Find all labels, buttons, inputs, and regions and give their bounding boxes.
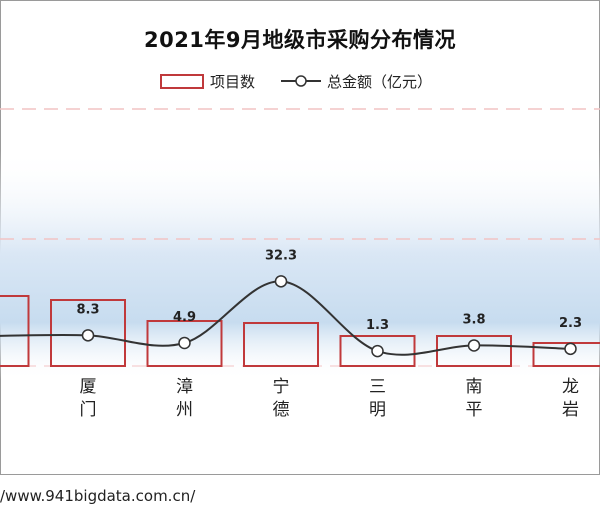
data-label: 3.8 xyxy=(462,312,485,327)
x-tick-label: 门 xyxy=(80,400,97,420)
data-label: 1.3 xyxy=(366,318,389,333)
line-point xyxy=(467,339,481,352)
bar xyxy=(339,335,416,367)
line-point xyxy=(371,344,384,358)
line-point xyxy=(178,336,191,350)
x-tick-label: 平 xyxy=(466,400,483,420)
data-label: 8.3 xyxy=(76,302,99,317)
x-tick-label: 宁 xyxy=(273,377,290,397)
legend-line-swatch xyxy=(281,75,322,87)
data-label: 2.3 xyxy=(559,316,582,331)
bar xyxy=(243,322,319,367)
bar xyxy=(0,295,30,367)
x-tick-label: 厦 xyxy=(80,377,97,397)
line-point xyxy=(81,329,95,342)
chart-title: 2021年9月地级市采购分布情况 xyxy=(143,28,457,52)
x-tick-label: 漳 xyxy=(176,377,193,397)
source-url[interactable]: /www.941bigdata.com.cn/ xyxy=(0,487,196,505)
x-tick-label: 岩 xyxy=(562,400,579,420)
line-point xyxy=(564,342,577,356)
data-label: 32.3 xyxy=(265,248,297,263)
x-tick-label: 三 xyxy=(369,377,386,397)
x-tick-label: 德 xyxy=(273,400,290,420)
data-label: 4.9 xyxy=(173,310,196,325)
legend: 项目数 总金额（亿元） xyxy=(160,71,432,91)
x-tick-label: 龙 xyxy=(562,377,579,397)
x-tick-label: 明 xyxy=(369,400,386,420)
background-band xyxy=(0,150,600,380)
x-tick-label: 州 xyxy=(176,400,193,420)
legend-bar-swatch xyxy=(160,73,204,89)
bar xyxy=(50,299,126,367)
bar xyxy=(146,320,223,367)
legend-line-label: 总金额（亿元） xyxy=(327,72,433,91)
legend-bar-label: 项目数 xyxy=(210,72,256,91)
x-tick-label: 南 xyxy=(466,377,483,397)
line-point xyxy=(274,275,288,288)
